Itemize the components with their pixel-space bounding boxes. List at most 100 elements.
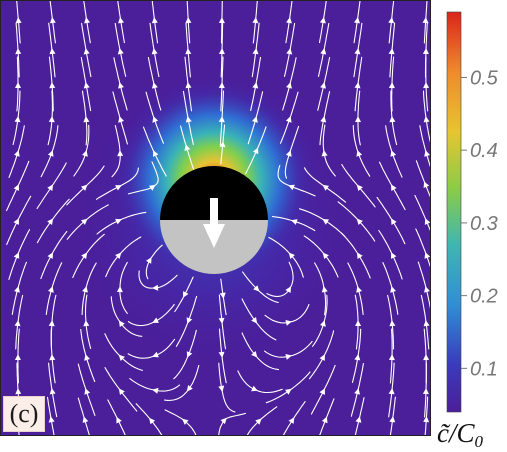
streamline-arrow-icon [183,291,189,298]
streamline-arrow-icon [81,218,88,225]
streamline-arrow-icon [152,387,159,394]
streamline-arrow-icon [14,286,20,293]
streamline-arrow-icon [423,416,430,423]
janus-particle [160,166,268,274]
streamline-arrow-icon [291,219,298,225]
colorbar-tick-label: 0.1 [470,358,498,380]
streamline-arrow-icon [48,286,54,293]
colorbar-ticks: 0.1 0.2 0.3 0.4 0.5 [461,67,499,380]
streamline-arrow-icon [252,82,259,89]
streamline-arrow-icon [118,116,124,123]
colorbar-label-slash: / [448,418,457,448]
streamline-arrow-icon [82,150,88,157]
streamline-arrow-icon [285,116,292,123]
streamline-arrow-icon [15,17,22,24]
streamline-arrow-icon [48,416,55,423]
streamline-arrow-icon [423,354,430,361]
streamline-arrow-icon [319,354,325,361]
streamline-arrow-icon [423,320,430,327]
streamline-arrow-icon [320,82,326,89]
colorbar: 0.1 0.2 0.3 0.4 0.5 [446,11,499,413]
streamline-arrow-icon [424,218,431,225]
streamline-arrow-icon [15,48,22,55]
streamline-arrow-icon [47,184,54,191]
streamline-arrow-icon [286,82,292,89]
streamline-arrow-icon [118,17,124,24]
streamline-arrow-icon [255,418,262,425]
colorbar-tick-label: 0.2 [470,286,498,308]
streamline-arrow-icon [285,388,292,395]
streamline-arrow-icon [13,218,19,225]
streamline-arrow-icon [49,17,56,24]
streamline-arrow-icon [321,286,328,293]
streamline-arrow-icon [218,351,225,358]
streamline-arrow-icon [118,320,125,327]
streamline-arrow-icon [81,184,88,191]
streamline-arrow-icon [116,416,122,424]
streamline-arrow-icon [355,320,362,326]
streamline-arrow-icon [391,252,397,259]
streamline-arrow-icon [321,150,328,157]
streamline-arrow-icon [118,354,125,361]
streamline-arrow-icon [423,181,430,188]
streamline-arrow-icon [118,388,125,395]
streamline-arrow-icon [422,48,429,55]
panel-label: (c) [3,396,45,432]
streamline-arrow-icon [118,82,124,89]
streamline-arrow-icon [422,17,429,24]
streamline-arrow-icon [184,144,191,151]
streamline-arrow-icon [320,116,327,123]
streamline-arrow-icon [152,351,159,358]
streamline-arrow-icon [288,252,295,259]
streamline-arrow-icon [47,150,54,157]
streamline-arrow-icon [319,388,325,395]
streamline-arrow-icon [219,141,226,148]
streamline-arrow-icon [354,354,361,361]
streamline-arrow-icon [152,82,158,89]
streamline-arrow-icon [151,48,158,55]
streamline-arrow-icon [15,388,22,395]
streamline-arrow-icon [186,351,193,358]
streamline-arrow-icon [152,317,159,323]
streamline-arrow-icon [288,184,295,191]
streamline-arrow-icon [320,48,327,55]
streamline-arrow-icon [49,82,56,89]
streamline-arrow-icon [354,17,360,24]
streamline-arrow-icon [14,354,21,360]
streamline-arrow-icon [14,116,21,123]
streamline-arrow-icon [356,184,363,191]
field-frame [0,0,431,436]
streamline-arrow-icon [117,48,124,55]
streamline-arrow-icon [186,317,193,324]
streamline-arrow-icon [84,388,91,395]
streamline-arrow-icon [13,184,19,191]
streamline-arrow-icon [389,416,396,423]
streamline-arrow-icon [84,17,90,24]
streamline-arrow-icon [83,82,90,89]
streamline-arrow-icon [152,284,159,291]
streamline-arrow-icon [115,185,122,191]
colorbar-tick-label: 0.3 [470,213,498,235]
streamline-arrow-icon [285,286,291,293]
colorbar-label-sub: 0 [474,432,484,451]
colorbar-tick-label: 0.5 [470,67,499,89]
streamline-arrow-icon [424,286,430,293]
streamline-arrow-icon [356,150,363,157]
colorbar-label-c: c̃ [437,418,449,448]
streamline-arrow-icon [218,317,225,324]
streamline-arrow-icon [49,388,56,395]
streamline-arrow-icon [388,48,395,55]
streamline-arrow-icon [391,184,397,191]
streamline-arrow-icon [424,252,431,259]
streamline-arrow-icon [422,388,429,395]
streamline-arrow-icon [322,252,329,259]
streamline-arrow-icon [251,351,258,358]
streamline-arrow-icon [48,320,55,327]
streamline-arrow-icon [218,48,225,55]
streamline-arrow-icon [390,286,396,293]
particle-cap-top [160,166,268,220]
colorbar-label-C: C [456,418,475,448]
colorbar-gradient [447,12,461,412]
streamline-arrow-icon [153,150,159,157]
